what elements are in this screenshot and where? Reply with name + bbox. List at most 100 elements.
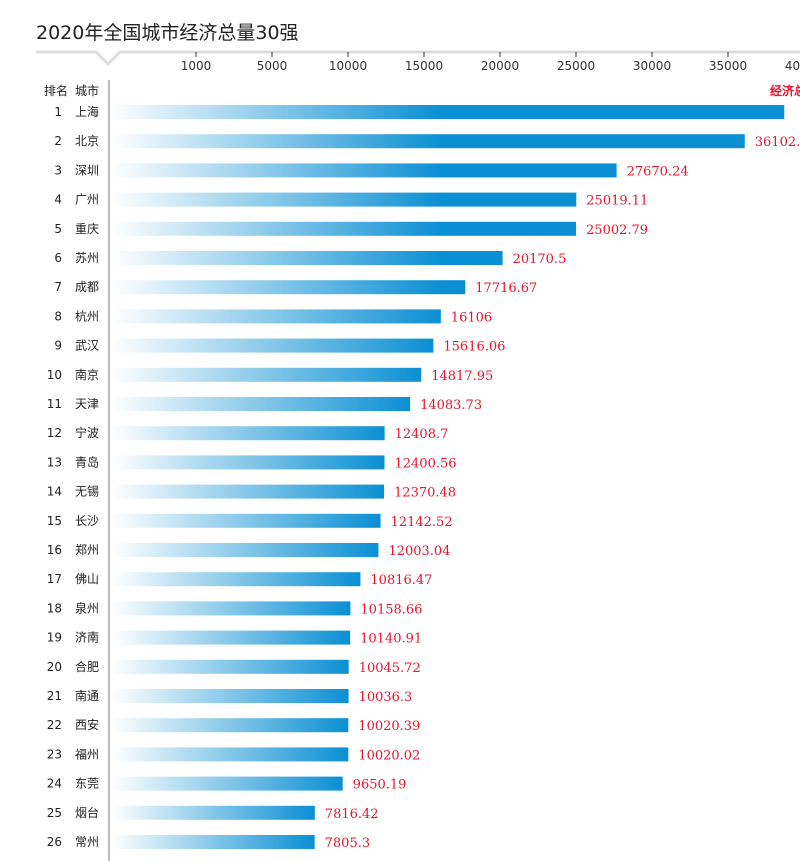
bar [112, 367, 422, 382]
city-label: 南京 [75, 367, 99, 382]
tick-label: 40000 [785, 59, 800, 73]
city-label: 烟台 [75, 805, 99, 820]
table-row: 15 长沙 12142.52 [47, 513, 453, 530]
value-label: 17716.67 [475, 281, 537, 296]
chart-title: 2020年全国城市经济总量30强 [36, 22, 299, 44]
table-row: 23 福州 10020.02 [47, 746, 421, 763]
bar [112, 543, 379, 557]
city-label: 深圳 [75, 163, 99, 177]
value-label: 10020.39 [358, 719, 420, 734]
rank-label: 7 [54, 280, 62, 294]
city-label: 青岛 [75, 454, 99, 469]
rank-label: 13 [47, 455, 62, 469]
bar [112, 747, 349, 762]
table-row: 25 烟台 7816.42 [47, 805, 379, 822]
bar [112, 805, 315, 820]
rank-label: 5 [54, 222, 62, 236]
value-label: 12003.04 [388, 544, 450, 559]
value-label: 7816.42 [325, 807, 379, 822]
city-label: 苏州 [75, 251, 99, 265]
rank-label: 18 [47, 601, 62, 615]
value-label: 12408.7 [395, 427, 449, 442]
axis-rule [36, 50, 800, 67]
bar [112, 192, 577, 207]
bar [112, 835, 315, 849]
bar [112, 630, 351, 645]
rank-label: 14 [47, 485, 62, 499]
tick-label: 30000 [633, 59, 671, 73]
rank-label: 8 [54, 309, 62, 323]
city-label: 天津 [75, 397, 99, 411]
bar [112, 601, 351, 616]
table-row: 12 宁波 12408.7 [47, 425, 449, 442]
value-label: 36102.6 [755, 135, 800, 150]
bar [112, 513, 381, 528]
rank-label: 16 [47, 543, 62, 557]
bar [112, 280, 466, 295]
table-row: 2 北京 36102.6 [54, 134, 800, 150]
tick-label: 35000 [709, 59, 747, 73]
value-label: 25002.79 [586, 223, 648, 238]
rank-label: 6 [54, 251, 62, 265]
rank-label: 1 [54, 105, 62, 119]
value-label: 10045.72 [359, 661, 421, 676]
city-label: 长沙 [75, 514, 99, 528]
table-row: 19 济南 10140.91 [47, 630, 422, 647]
bar [112, 484, 385, 499]
rank-label: 24 [47, 777, 62, 791]
value-label: 10158.66 [360, 602, 422, 617]
city-label: 宁波 [75, 425, 99, 440]
city-label: 常州 [75, 835, 99, 849]
rank-label: 15 [47, 514, 62, 528]
city-label: 西安 [75, 717, 99, 732]
city-label: 无锡 [75, 484, 99, 499]
value-label: 10816.47 [370, 573, 432, 588]
value-label: 14817.95 [431, 369, 493, 384]
table-row: 24 东莞 9650.19 [47, 776, 406, 793]
rank-label: 3 [54, 163, 62, 177]
value-label: 14083.73 [420, 398, 482, 413]
city-label: 广州 [75, 193, 99, 207]
rank-label: 25 [47, 806, 62, 820]
rank-label: 10 [47, 368, 62, 382]
table-row: 16 郑州 12003.04 [47, 542, 451, 559]
x-axis: 1000 5000 10000 15000 20000 25000 30000 35000 40… [36, 50, 800, 73]
value-label: 10140.91 [360, 632, 422, 647]
city-label: 合肥 [75, 659, 99, 674]
rank-label: 21 [47, 689, 62, 703]
table-row: 11 天津 14083.73 [47, 397, 482, 413]
tick-label: 15000 [405, 59, 443, 73]
bar [112, 221, 577, 236]
table-row: 22 西安 10020.39 [47, 717, 421, 734]
header-city: 城市 [75, 83, 99, 98]
bar [112, 251, 503, 265]
value-label: 12142.52 [391, 515, 453, 530]
value-label: 7805.3 [325, 836, 371, 851]
rank-label: 26 [47, 835, 62, 849]
city-label: 南通 [75, 688, 99, 703]
city-label: 东莞 [75, 777, 99, 791]
city-label: 重庆 [75, 222, 99, 236]
value-label: 25019.11 [586, 194, 648, 209]
table-row: 10 南京 14817.95 [47, 367, 494, 384]
value-label: 15616.06 [443, 340, 505, 355]
rank-label: 17 [47, 572, 62, 586]
city-label: 杭州 [75, 308, 99, 323]
rank-label: 2 [54, 134, 62, 148]
table-row: 6 苏州 20170.5 [54, 251, 566, 267]
city-label: 泉州 [75, 601, 99, 615]
city-label: 佛山 [75, 572, 99, 586]
city-label: 北京 [75, 134, 99, 148]
bar [112, 718, 349, 733]
city-label: 福州 [75, 746, 99, 761]
bar [112, 455, 385, 470]
value-label: 10036.3 [359, 690, 413, 705]
tick-label: 5000 [257, 59, 288, 73]
table-row: 13 青岛 12400.56 [47, 454, 457, 471]
value-label: 16106 [451, 310, 492, 325]
city-label: 成都 [75, 280, 99, 294]
tick-label: 1000 [181, 59, 212, 73]
city-label: 上海 [75, 104, 99, 119]
bar [112, 689, 349, 703]
